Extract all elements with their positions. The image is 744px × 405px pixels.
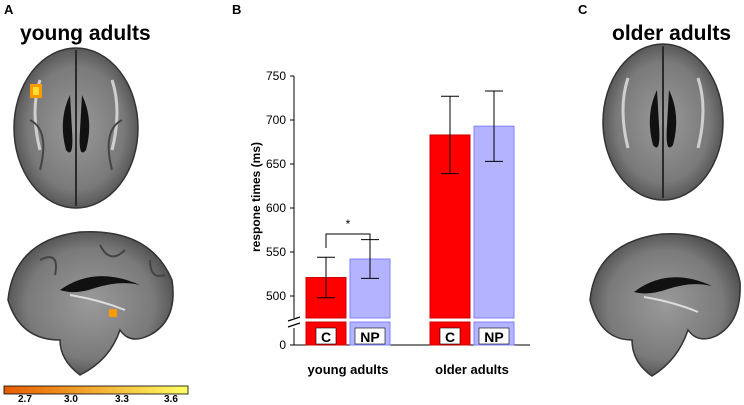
y-tick-label: 750 [266,69,286,83]
colorbar-tick: 3.0 [64,394,78,405]
y-axis-label: respone times (ms) [249,142,263,252]
bar-label: NP [360,329,379,345]
y-tick-label: 650 [266,157,286,171]
panel-c-title: older adults [612,22,732,45]
bar-label-box [439,327,461,345]
bar-label-box [315,327,337,345]
axis-break-mark [287,316,301,322]
bar-label: C [321,329,331,345]
y-tick-label: 500 [266,289,286,303]
y-tick-label: 550 [266,245,286,259]
colorbar-tick: 2.7 [18,394,32,405]
significance-marker: * [346,217,351,231]
young-sagittal-brain [7,230,174,376]
panel-a-letter: A [4,2,14,17]
panel-b-letter: B [232,2,242,17]
young-axial-brain [13,47,139,209]
y-tick-label: 700 [266,113,286,127]
bar-label-box [354,327,386,345]
older-sagittal-brain [589,232,741,377]
bar-label: C [445,329,455,345]
group-label: young adults [308,362,389,377]
panel-a-title: young adults [20,22,151,45]
axis-break-mark [287,322,301,328]
panel-c-letter: C [578,2,588,17]
young-brain-images [3,47,189,395]
bar-label: NP [484,329,503,345]
significance-bracket [325,233,371,248]
older-axial-brain [602,43,724,201]
colorbar-tick: 3.6 [164,394,178,405]
older-brain-images [589,43,741,377]
response-time-chart: 500 550 600 650 700 750 0 respone times (ms) C NP… [249,69,530,377]
colorbar-tick: 3.3 [115,394,129,405]
bar-label-box [478,327,510,345]
y-tick-label: 600 [266,201,286,215]
colorbar-gradient [3,385,189,395]
y-tick-label: 0 [279,338,286,352]
group-label: older adults [435,362,509,377]
